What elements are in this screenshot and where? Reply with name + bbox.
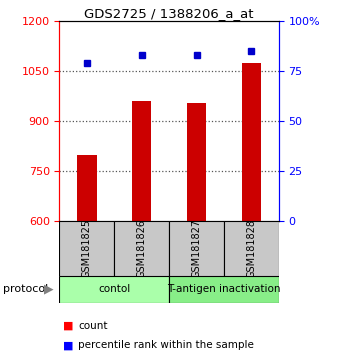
Bar bbox=[224, 221, 279, 276]
Text: count: count bbox=[78, 321, 108, 331]
Text: ▶: ▶ bbox=[44, 283, 54, 296]
Text: percentile rank within the sample: percentile rank within the sample bbox=[78, 340, 254, 350]
Bar bbox=[242, 63, 261, 221]
Bar bbox=[132, 101, 151, 221]
Bar bbox=[59, 276, 169, 303]
Text: ■: ■ bbox=[63, 340, 73, 350]
Title: GDS2725 / 1388206_a_at: GDS2725 / 1388206_a_at bbox=[84, 7, 254, 20]
Bar bbox=[169, 276, 279, 303]
Bar bbox=[114, 221, 169, 276]
Text: contol: contol bbox=[98, 284, 131, 295]
Text: GSM181828: GSM181828 bbox=[246, 219, 256, 278]
Text: T-antigen inactivation: T-antigen inactivation bbox=[167, 284, 281, 295]
Bar bbox=[187, 103, 206, 221]
Text: ■: ■ bbox=[63, 321, 73, 331]
Text: GSM181827: GSM181827 bbox=[191, 219, 202, 278]
Bar bbox=[169, 221, 224, 276]
Bar bbox=[59, 221, 114, 276]
Text: GSM181826: GSM181826 bbox=[137, 219, 147, 278]
Text: GSM181825: GSM181825 bbox=[82, 219, 92, 278]
Bar bbox=[77, 155, 97, 221]
Text: protocol: protocol bbox=[3, 284, 49, 295]
